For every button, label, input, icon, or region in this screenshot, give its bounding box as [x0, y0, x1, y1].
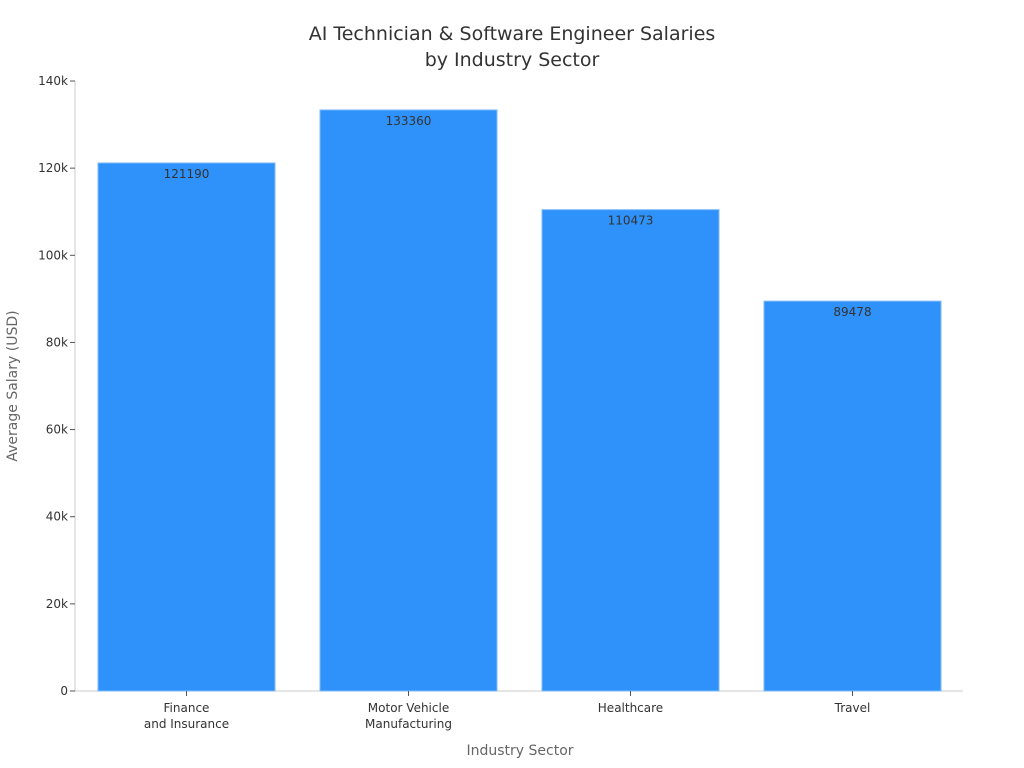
- x-tick-label: Manufacturing: [365, 717, 452, 731]
- y-tick-label: 140k: [38, 74, 68, 88]
- x-tick-label: Finance: [164, 701, 210, 715]
- x-axis-label: Industry Sector: [466, 743, 573, 759]
- y-tick-label: 0: [60, 684, 68, 698]
- chart-title-line-2: by Industry Sector: [425, 49, 600, 71]
- y-tick-label: 80k: [46, 335, 68, 349]
- bar: [97, 162, 276, 692]
- y-tick-label: 100k: [38, 248, 68, 262]
- y-tick-label: 60k: [46, 423, 68, 437]
- x-tick-label: Healthcare: [598, 701, 663, 715]
- data-label: 133360: [386, 114, 432, 128]
- x-tick-label: Motor Vehicle: [368, 701, 449, 715]
- bar: [319, 109, 498, 692]
- data-label: 121190: [164, 167, 210, 181]
- x-tick-label: and Insurance: [144, 717, 229, 731]
- bar: [763, 300, 942, 692]
- chart-title-line-1: AI Technician & Software Engineer Salari…: [309, 23, 716, 45]
- y-tick-label: 120k: [38, 161, 68, 175]
- data-label: 110473: [608, 214, 654, 228]
- x-tick-label: Travel: [834, 701, 871, 715]
- y-tick-label: 20k: [46, 597, 68, 611]
- data-label: 89478: [833, 305, 871, 319]
- y-tick-label: 40k: [46, 510, 68, 524]
- bar: [541, 209, 720, 692]
- y-axis-label: Average Salary (USD): [5, 310, 21, 461]
